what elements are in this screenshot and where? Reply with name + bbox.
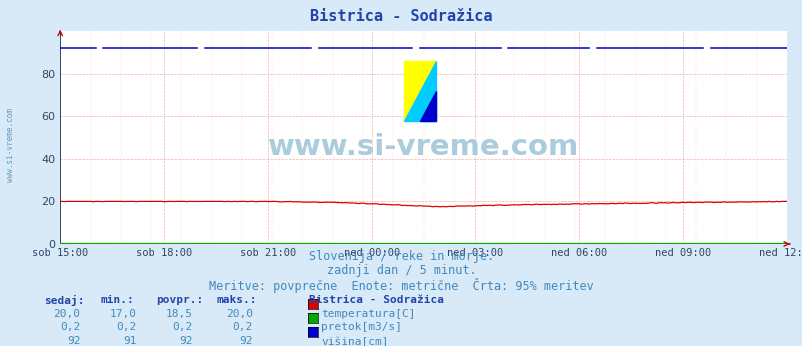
Text: povpr.:: povpr.: bbox=[156, 295, 204, 305]
Text: temperatura[C]: temperatura[C] bbox=[321, 309, 415, 319]
Text: Slovenija / reke in morje.: Slovenija / reke in morje. bbox=[309, 250, 493, 263]
Text: Meritve: povprečne  Enote: metrične  Črta: 95% meritev: Meritve: povprečne Enote: metrične Črta:… bbox=[209, 278, 593, 293]
Text: Bistrica - Sodražica: Bistrica - Sodražica bbox=[309, 295, 444, 305]
Polygon shape bbox=[419, 91, 435, 120]
Text: pretok[m3/s]: pretok[m3/s] bbox=[321, 322, 402, 333]
Text: višina[cm]: višina[cm] bbox=[321, 336, 388, 346]
Text: 0,2: 0,2 bbox=[116, 322, 136, 333]
Text: 92: 92 bbox=[239, 336, 253, 346]
Text: 92: 92 bbox=[67, 336, 80, 346]
Polygon shape bbox=[403, 61, 435, 120]
Text: 0,2: 0,2 bbox=[60, 322, 80, 333]
Polygon shape bbox=[403, 61, 435, 120]
Text: min.:: min.: bbox=[100, 295, 134, 305]
Text: Bistrica - Sodražica: Bistrica - Sodražica bbox=[310, 9, 492, 24]
Text: maks.:: maks.: bbox=[217, 295, 257, 305]
Text: zadnji dan / 5 minut.: zadnji dan / 5 minut. bbox=[326, 264, 476, 277]
Text: 0,2: 0,2 bbox=[233, 322, 253, 333]
Text: www.si-vreme.com: www.si-vreme.com bbox=[268, 133, 578, 161]
Text: 17,0: 17,0 bbox=[109, 309, 136, 319]
Text: www.si-vreme.com: www.si-vreme.com bbox=[6, 108, 15, 182]
Text: 91: 91 bbox=[123, 336, 136, 346]
Text: 18,5: 18,5 bbox=[165, 309, 192, 319]
Text: 92: 92 bbox=[179, 336, 192, 346]
Text: 0,2: 0,2 bbox=[172, 322, 192, 333]
Text: 20,0: 20,0 bbox=[225, 309, 253, 319]
Text: 20,0: 20,0 bbox=[53, 309, 80, 319]
Text: sedaj:: sedaj: bbox=[44, 295, 84, 306]
